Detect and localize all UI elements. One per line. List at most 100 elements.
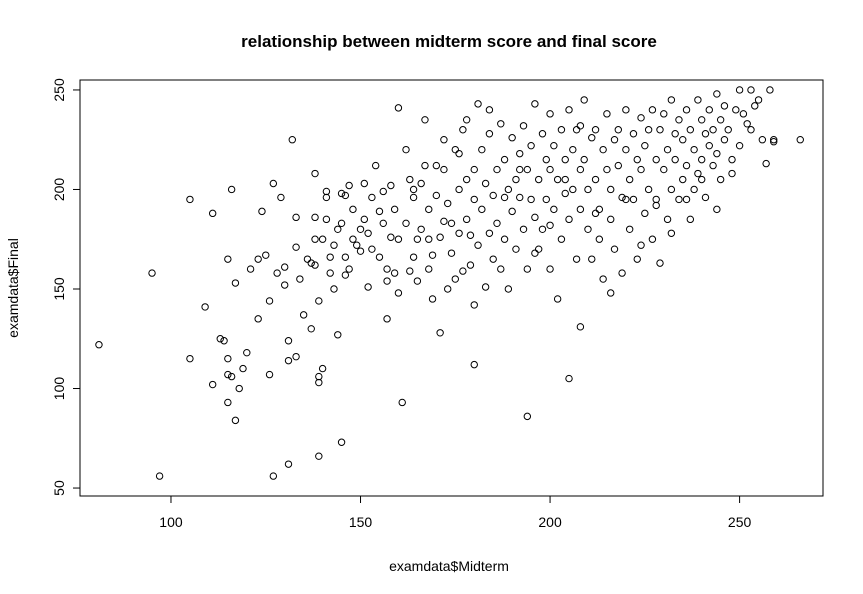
data-point bbox=[660, 165, 668, 174]
data-point bbox=[732, 106, 740, 114]
data-point bbox=[322, 187, 331, 196]
data-point bbox=[307, 325, 315, 333]
data-point bbox=[618, 193, 626, 202]
data-point bbox=[622, 195, 630, 204]
y-tick-label: 250 bbox=[51, 78, 67, 102]
y-axis-label: examdata$Final bbox=[5, 238, 21, 338]
data-point bbox=[713, 149, 721, 158]
data-point bbox=[576, 205, 585, 214]
data-point bbox=[432, 191, 441, 200]
data-point bbox=[644, 126, 653, 134]
data-point bbox=[637, 165, 645, 174]
data-point bbox=[315, 378, 323, 387]
data-point bbox=[504, 185, 513, 194]
data-point bbox=[770, 138, 778, 146]
data-point bbox=[701, 193, 710, 202]
data-point bbox=[485, 130, 494, 138]
data-point bbox=[208, 209, 217, 218]
data-point bbox=[542, 155, 550, 164]
data-point bbox=[470, 195, 478, 204]
data-point bbox=[758, 136, 767, 144]
data-point bbox=[546, 221, 554, 230]
data-point bbox=[375, 207, 384, 216]
y-tick-label: 50 bbox=[51, 480, 67, 496]
data-point bbox=[614, 161, 622, 170]
data-point bbox=[743, 120, 751, 128]
data-point bbox=[349, 235, 357, 243]
data-point bbox=[629, 195, 638, 204]
data-point bbox=[705, 106, 713, 114]
data-point bbox=[607, 215, 615, 224]
data-point bbox=[660, 110, 668, 118]
data-point bbox=[697, 116, 706, 124]
data-point bbox=[690, 185, 698, 194]
data-point bbox=[440, 217, 448, 226]
data-point bbox=[383, 265, 391, 273]
data-point bbox=[516, 165, 524, 174]
data-point bbox=[322, 215, 331, 224]
data-point bbox=[466, 261, 475, 269]
data-point bbox=[603, 110, 611, 118]
data-point bbox=[709, 126, 717, 134]
data-point bbox=[697, 155, 706, 164]
data-point bbox=[337, 189, 346, 198]
data-point bbox=[546, 110, 554, 118]
data-point bbox=[500, 235, 509, 243]
data-point bbox=[728, 169, 736, 178]
data-point bbox=[466, 231, 475, 239]
data-point bbox=[470, 301, 478, 309]
data-point bbox=[747, 126, 755, 134]
data-point bbox=[455, 229, 463, 237]
data-point bbox=[447, 219, 456, 228]
data-point bbox=[425, 235, 433, 243]
data-point bbox=[311, 235, 319, 243]
data-point bbox=[455, 185, 463, 194]
data-point bbox=[186, 354, 194, 363]
data-point bbox=[493, 219, 501, 228]
data-point bbox=[618, 269, 626, 277]
data-point bbox=[538, 225, 547, 233]
data-point bbox=[580, 155, 588, 164]
chart-title: relationship between midterm score and f… bbox=[241, 32, 657, 51]
data-point bbox=[341, 271, 350, 279]
data-point bbox=[527, 141, 535, 150]
data-point bbox=[224, 255, 232, 263]
data-point bbox=[296, 275, 304, 283]
x-tick-label: 200 bbox=[538, 514, 562, 530]
data-point bbox=[337, 219, 346, 228]
data-point bbox=[652, 195, 660, 204]
data-point bbox=[519, 225, 528, 233]
data-point bbox=[470, 165, 478, 174]
data-point bbox=[265, 370, 274, 379]
data-point bbox=[637, 241, 645, 249]
data-point bbox=[512, 175, 520, 184]
data-point bbox=[633, 255, 641, 263]
y-axis: 50 100 150 200 250 bbox=[51, 78, 81, 496]
x-tick-label: 250 bbox=[728, 514, 752, 530]
data-point bbox=[675, 195, 683, 204]
data-point bbox=[675, 116, 683, 124]
data-point bbox=[489, 255, 497, 263]
data-point bbox=[728, 155, 736, 164]
data-point bbox=[622, 145, 630, 154]
data-point bbox=[671, 130, 679, 138]
data-point bbox=[713, 205, 721, 214]
data-point bbox=[751, 102, 759, 110]
data-point bbox=[591, 175, 600, 184]
data-point bbox=[550, 141, 558, 150]
data-point bbox=[394, 235, 403, 243]
data-point bbox=[231, 416, 240, 425]
data-point bbox=[701, 130, 710, 138]
data-point bbox=[641, 209, 649, 218]
data-point bbox=[425, 265, 433, 273]
data-point bbox=[299, 311, 308, 319]
data-point bbox=[485, 229, 494, 237]
data-point bbox=[349, 205, 357, 214]
data-point bbox=[246, 265, 255, 273]
data-point bbox=[383, 277, 391, 285]
data-point bbox=[334, 225, 342, 233]
data-point bbox=[663, 145, 672, 154]
data-point bbox=[512, 245, 520, 253]
y-tick-label: 200 bbox=[51, 178, 67, 202]
